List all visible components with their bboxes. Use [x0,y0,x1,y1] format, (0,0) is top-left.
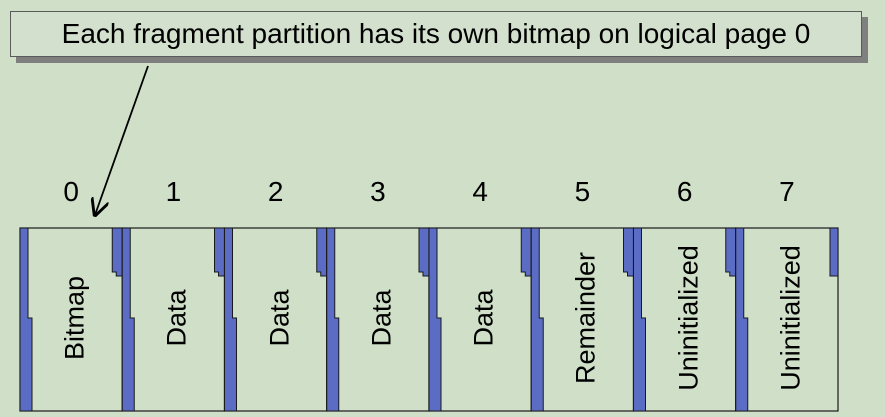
page-tab-3 [418,227,430,277]
page-label-4: Data [468,289,499,347]
page-label-2: Data [264,289,295,347]
page-tab-5 [623,227,634,277]
page-strip-0 [19,227,33,412]
page-strip-7 [735,227,749,412]
page-tab-2 [316,227,328,277]
page-strip-2 [224,227,237,412]
page-label-1: Data [161,289,192,347]
page-label-5: Remainder [570,251,601,385]
page-number-5: 5 [574,176,591,207]
page-label-3: Data [366,289,397,347]
page-label-7: Uninitialized [775,245,806,391]
page-tab-1 [214,227,225,277]
page-strip-6 [633,227,646,412]
page-tab-6 [725,227,737,277]
callout-arrow [95,65,149,215]
page-tab-0 [111,227,123,277]
callout-box: Each fragment partition has its own bitm… [10,11,862,57]
page-number-6: 6 [676,176,693,207]
page-number-2: 2 [267,176,284,207]
page-strip-4 [428,227,442,412]
page-number-3: 3 [370,176,386,207]
page-label-6: Uninitialized [673,245,704,391]
page-strip-5 [530,227,544,412]
page-number-0: 0 [63,176,79,207]
page-number-1: 1 [165,176,182,207]
callout-text: Each fragment partition has its own bitm… [61,18,811,49]
page-label-0: Bitmap [59,275,90,361]
pages-group [19,227,839,412]
page-strip-3 [326,227,340,412]
page-strip-1 [121,227,135,412]
page-tab-7 [829,227,839,277]
page-number-7: 7 [779,176,795,207]
page-number-4: 4 [472,176,488,207]
page-tab-4 [520,227,532,277]
